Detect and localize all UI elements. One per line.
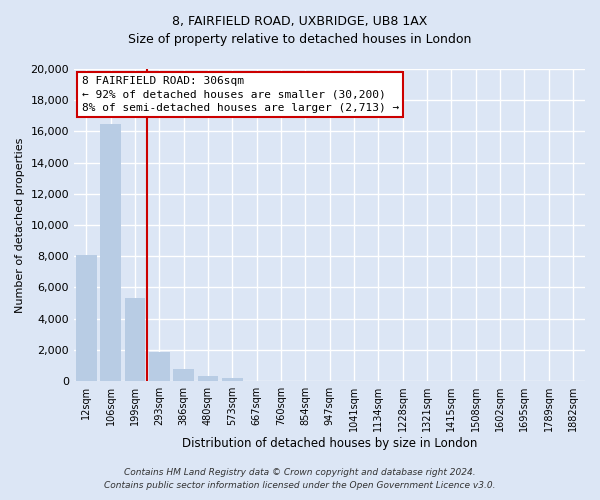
Bar — [76, 254, 97, 381]
Text: Size of property relative to detached houses in London: Size of property relative to detached ho… — [128, 32, 472, 46]
Y-axis label: Number of detached properties: Number of detached properties — [15, 138, 25, 312]
Bar — [125, 298, 145, 381]
Bar — [173, 369, 194, 381]
Text: 8 FAIRFIELD ROAD: 306sqm
← 92% of detached houses are smaller (30,200)
8% of sem: 8 FAIRFIELD ROAD: 306sqm ← 92% of detach… — [82, 76, 399, 112]
Bar — [222, 378, 242, 381]
Text: 8, FAIRFIELD ROAD, UXBRIDGE, UB8 1AX: 8, FAIRFIELD ROAD, UXBRIDGE, UB8 1AX — [172, 15, 428, 28]
Text: Contains HM Land Registry data © Crown copyright and database right 2024.
Contai: Contains HM Land Registry data © Crown c… — [104, 468, 496, 489]
X-axis label: Distribution of detached houses by size in London: Distribution of detached houses by size … — [182, 437, 477, 450]
Bar — [100, 124, 121, 381]
Bar — [197, 376, 218, 381]
Bar — [149, 352, 170, 381]
